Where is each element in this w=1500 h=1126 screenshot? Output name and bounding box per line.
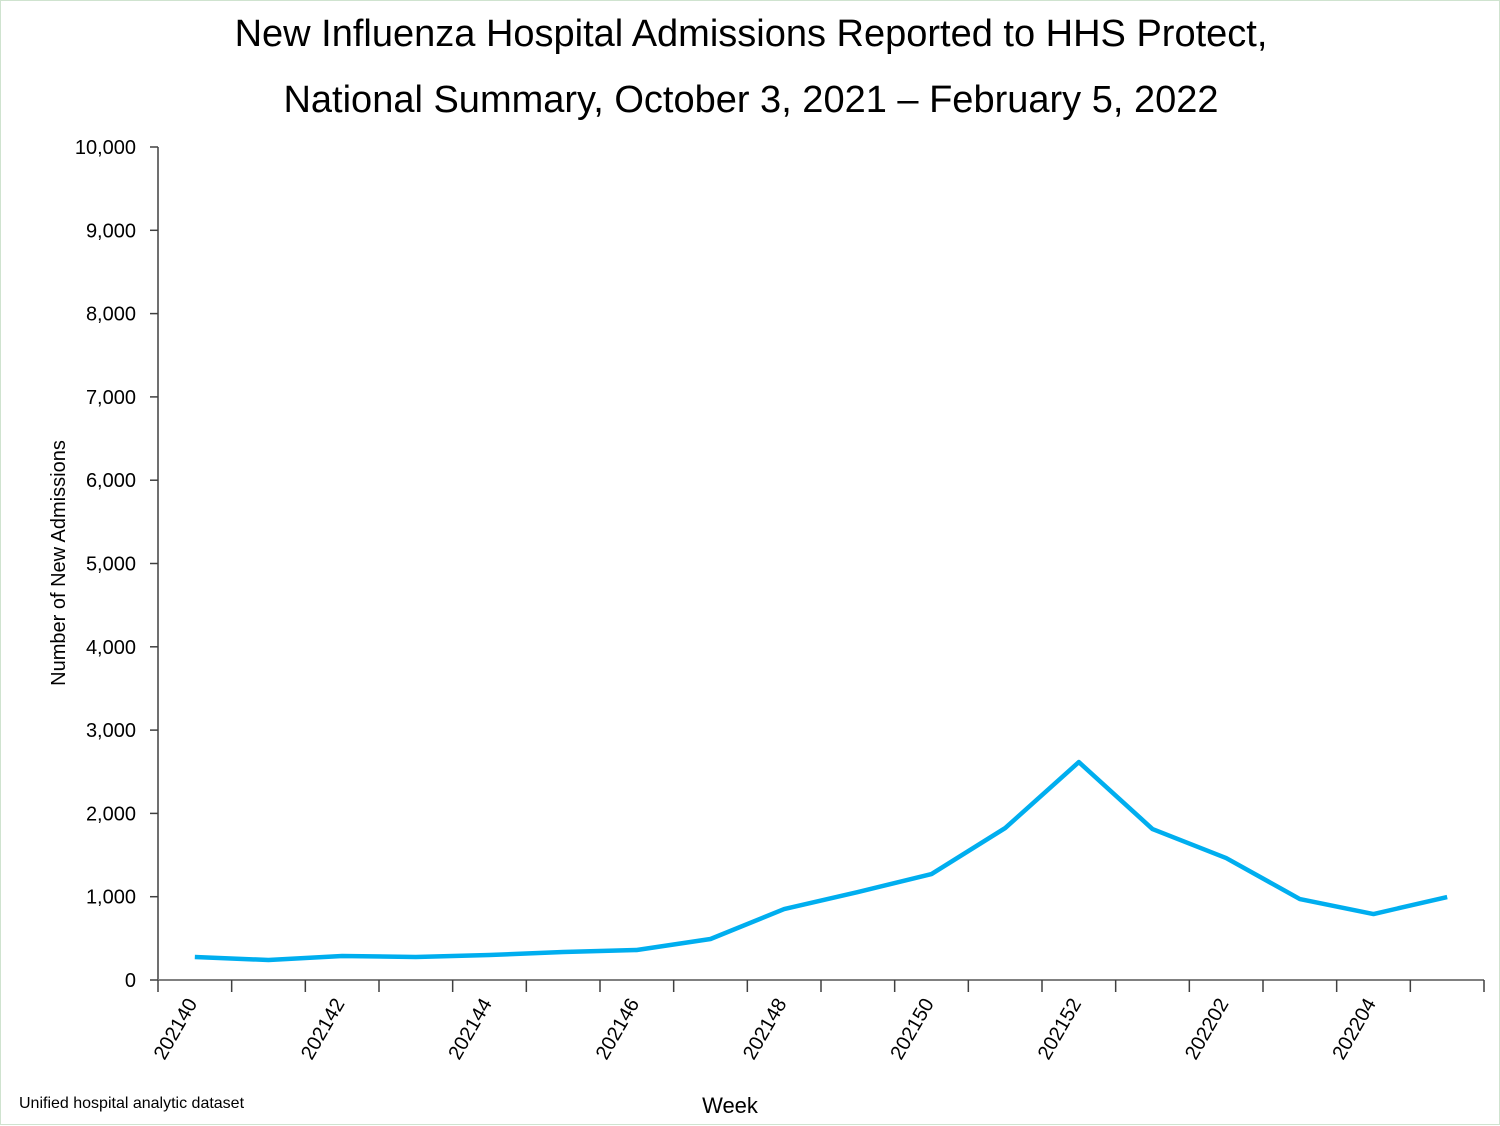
y-tick-label: 5,000 (86, 554, 136, 576)
series-line (195, 762, 1447, 960)
y-tick-label: 6,000 (86, 470, 136, 492)
y-tick-label: 8,000 (86, 304, 136, 326)
x-tick-label: 202144 (444, 995, 496, 1064)
y-tick-label: 4,000 (86, 637, 136, 659)
y-tick-label: 0 (125, 970, 136, 992)
y-tick-label: 1,000 (86, 887, 136, 909)
x-axis-label: Week (702, 1093, 759, 1118)
y-tick-label: 3,000 (86, 720, 136, 742)
y-tick-label: 10,000 (75, 137, 136, 159)
y-tick-label: 9,000 (86, 220, 136, 242)
x-tick-label: 202146 (592, 995, 644, 1064)
x-tick-label: 202204 (1328, 995, 1380, 1064)
x-tick-label: 202148 (739, 995, 791, 1064)
x-tick-label: 202150 (886, 995, 938, 1064)
x-tick-label: 202202 (1181, 995, 1233, 1064)
x-tick-label: 202140 (150, 995, 202, 1064)
y-tick-label: 2,000 (86, 803, 136, 825)
x-tick-label: 202152 (1034, 995, 1086, 1064)
x-tick-label: 202142 (297, 995, 349, 1064)
y-axis-label: Number of New Admissions (48, 440, 70, 686)
y-tick-label: 7,000 (86, 387, 136, 409)
